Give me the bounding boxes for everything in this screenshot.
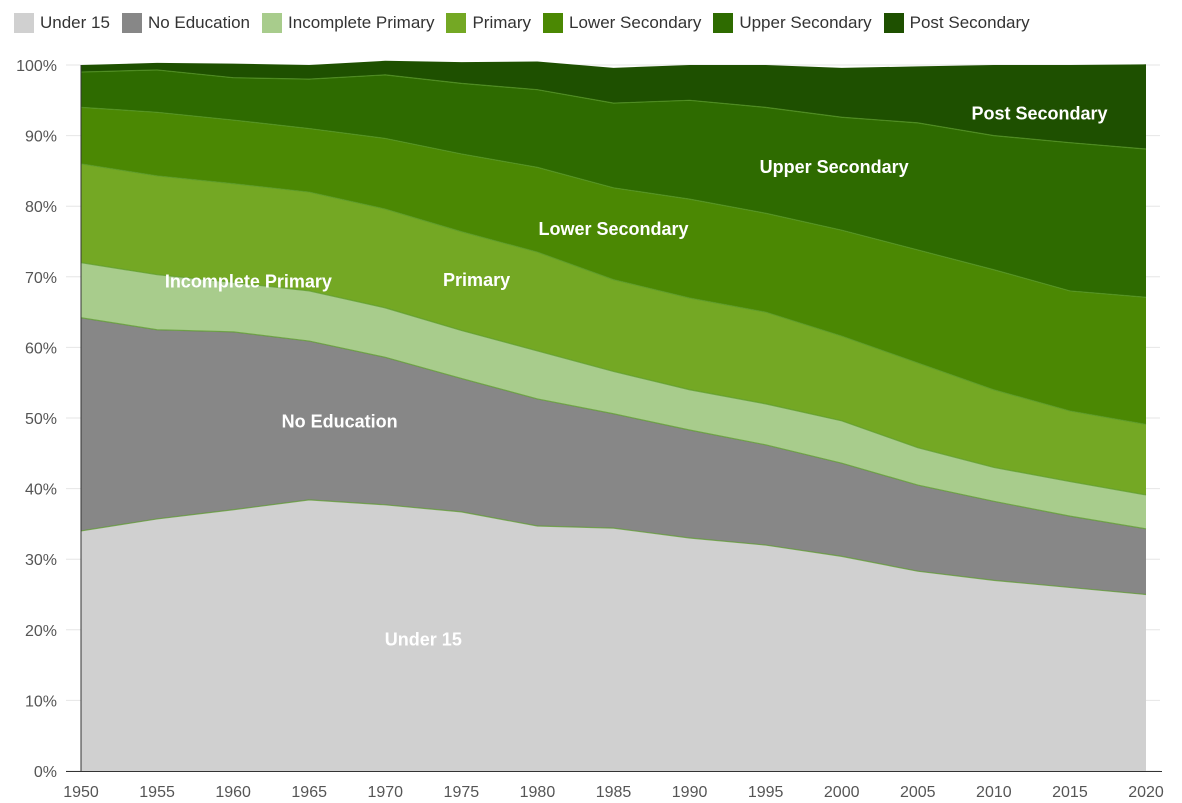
legend-label: No Education [147, 13, 251, 32]
legend-swatch [121, 13, 142, 33]
area-incomplete-primary[interactable] [81, 262, 1146, 529]
legend-swatch [262, 13, 283, 33]
x-tick-label: 1985 [596, 784, 632, 801]
x-tick-label: 1980 [520, 784, 556, 801]
areas [81, 60, 1146, 771]
x-tick-label: 1975 [444, 784, 480, 801]
y-tick-label: 60% [25, 340, 57, 357]
legend-item-post-secondary[interactable]: Post Secondary [883, 13, 1030, 33]
x-tick-label: 1965 [291, 784, 327, 801]
y-tick-label: 100% [16, 58, 57, 75]
legend-swatch [713, 13, 734, 33]
legend-item-no-education[interactable]: No Education [121, 13, 251, 33]
area-primary[interactable] [81, 163, 1146, 495]
legend-item-primary[interactable]: Primary [446, 13, 531, 33]
x-tick-label: 2005 [900, 784, 936, 801]
x-tick-label: 2000 [824, 784, 860, 801]
x-tick-label: 2010 [976, 784, 1012, 801]
area-label-under-15: Under 15 [385, 630, 462, 650]
x-tick-label: 1960 [215, 784, 251, 801]
legend-swatch [14, 13, 34, 33]
area-under-15[interactable] [81, 499, 1146, 771]
area-post-secondary[interactable] [81, 60, 1146, 150]
x-tick-label: 1955 [139, 784, 175, 801]
x-tick-label: 1990 [672, 784, 708, 801]
y-tick-label: 40% [25, 482, 57, 499]
boundary-upper-secondary [80, 69, 1147, 150]
legend-label: Incomplete Primary [288, 13, 435, 32]
area-lower-secondary[interactable] [81, 107, 1146, 425]
area-boundaries [80, 69, 1147, 596]
y-tick-label: 90% [25, 129, 57, 146]
boundary-lower-secondary [80, 106, 1147, 298]
area-no-education[interactable] [81, 317, 1146, 595]
x-tick-label: 2015 [1052, 784, 1088, 801]
x-tick-label: 1950 [63, 784, 99, 801]
boundary-no-education [80, 317, 1147, 530]
legend-item-lower-secondary[interactable]: Lower Secondary [543, 13, 701, 33]
y-tick-label: 70% [25, 270, 57, 287]
x-tick-label: 1970 [367, 784, 403, 801]
x-tick-label: 2020 [1128, 784, 1164, 801]
legend-label: Primary [472, 13, 532, 32]
legend-swatch [883, 13, 904, 33]
legend-label: Under 15 [40, 13, 110, 32]
x-tick-label: 1995 [748, 784, 784, 801]
area-upper-secondary[interactable] [81, 69, 1146, 298]
legend-swatch [446, 13, 467, 33]
legend-item-incomplete-primary[interactable]: Incomplete Primary [262, 13, 434, 33]
boundary-under-15 [80, 499, 1147, 596]
legend-swatch [543, 13, 564, 33]
y-tick-label: 30% [25, 552, 57, 569]
area-label-incomplete-primary: Incomplete Primary [165, 272, 332, 292]
legend-label: Upper Secondary [739, 13, 872, 32]
legend-label: Lower Secondary [569, 13, 702, 32]
area-label-primary: Primary [443, 270, 510, 290]
area-label-post-secondary: Post Secondary [971, 104, 1107, 124]
legend-label: Post Secondary [909, 13, 1030, 32]
y-tick-label: 10% [25, 693, 57, 710]
legend-item-upper-secondary[interactable]: Upper Secondary [713, 13, 872, 33]
area-label-upper-secondary: Upper Secondary [760, 157, 909, 177]
y-tick-label: 80% [25, 199, 57, 216]
y-tick-label: 20% [25, 623, 57, 640]
boundary-incomplete-primary [80, 262, 1147, 496]
y-tick-label: 50% [25, 411, 57, 428]
area-labels: Under 15 No Education Incomplete Primary Pr… [165, 104, 1108, 650]
y-tick-label: 0% [34, 764, 57, 781]
area-label-lower-secondary: Lower Secondary [538, 219, 688, 239]
legend-item-under-15[interactable]: Under 15 [14, 13, 110, 33]
area-label-no-education: No Education [282, 412, 398, 432]
legend: Under 15 No Education Incomplete Primary Pr… [14, 11, 1042, 35]
boundary-primary [80, 163, 1147, 425]
